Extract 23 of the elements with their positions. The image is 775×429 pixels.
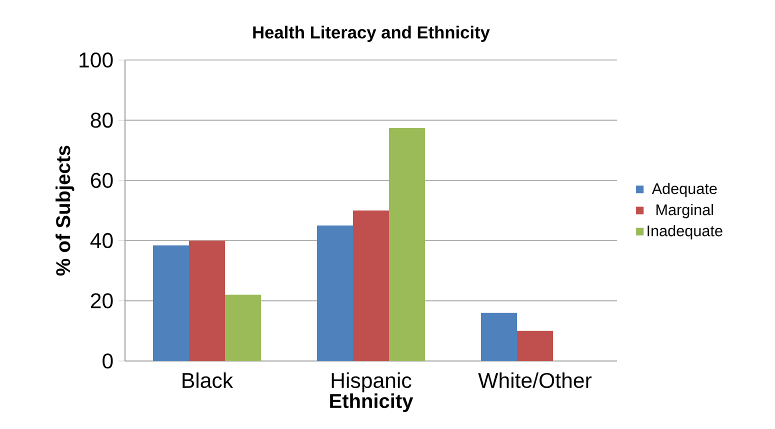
bar <box>153 245 190 362</box>
x-tick-label: Black <box>182 372 234 388</box>
y-tick-label: 100 <box>80 52 113 68</box>
y-tick-label: 0 <box>102 353 113 369</box>
legend-label: Inadequate <box>648 225 722 240</box>
bar <box>189 240 225 362</box>
legend-label: Marginal <box>656 204 714 218</box>
y-tick-label: 80 <box>90 112 113 128</box>
bar <box>317 226 353 362</box>
chart-title: Health Literacy and Ethnicity <box>253 26 490 42</box>
x-tick-label: Hispanic <box>332 372 412 392</box>
y-tick-label: 60 <box>90 172 113 188</box>
bar <box>353 210 390 362</box>
legend-label: Adequate <box>652 182 717 198</box>
y-tick-label: 40 <box>90 233 113 248</box>
bar <box>481 312 518 362</box>
bar <box>389 128 426 362</box>
x-tick-label: White/Other <box>478 372 592 388</box>
x-axis-title: Ethnicity <box>330 393 414 412</box>
y-axis-title: % of Subjects <box>56 146 74 276</box>
y-tick-label: 20 <box>90 293 113 308</box>
bar <box>517 330 553 362</box>
bar <box>225 294 261 362</box>
